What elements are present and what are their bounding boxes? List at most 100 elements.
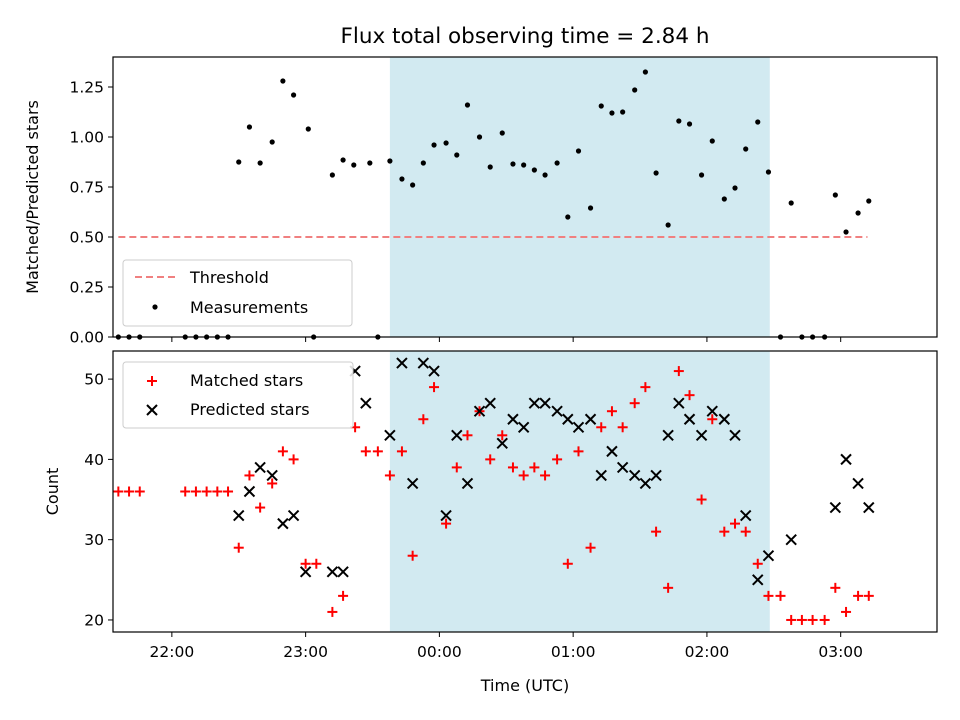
matched-star-point [267,478,278,489]
measurement-point [587,205,594,211]
y-tick-label: 40 [84,451,104,469]
predicted-star-point [461,477,474,490]
matched-star-point [786,614,797,625]
top-y-axis-label: Matched/Predicted stars [23,100,42,294]
x-tick-label: 02:00 [685,643,730,661]
ratio-panel: 0.00 0.25 0.50 0.75 1.00 1.25 Matched/Predict… [23,56,938,347]
matched-star-point [796,614,807,625]
measurement-point [866,198,872,204]
measurements-legend-label: Measurements [190,298,308,317]
matched-star-point [518,470,529,481]
matched-star-point [372,446,383,457]
measurement-point [290,92,297,98]
predicted-star-point [650,469,662,482]
top-legend-frame [122,259,353,327]
predicted-star-point [662,429,674,442]
matched-star-point [596,422,607,433]
measurement-point [609,110,615,116]
predicted-star-point [572,421,585,433]
matched-star-point [497,430,508,441]
measurement-point [709,138,715,144]
matched-star-point [696,494,707,505]
measurement-point [676,118,682,124]
predicted-star-point [628,469,641,482]
matched-star-point [540,470,551,481]
measurement-point [454,152,460,158]
matched-star-point [384,470,395,481]
measurement-point [642,69,648,75]
predicted-star-point [360,397,372,409]
y-tick-label: 0.00 [69,329,104,347]
legend-x-marker [146,404,158,416]
matched-star-point [507,462,518,473]
observing-window-top [389,57,770,337]
predicted-star-point [496,437,508,450]
bottom-x-ticks: 22:00 23:00 00:00 01:00 02:00 03:00 [150,632,863,661]
measurement-point [531,167,537,173]
measurement-point [464,102,471,108]
matched-star-point [763,590,774,601]
x-tick-label: 00:00 [417,643,462,661]
measurement-point [743,146,749,152]
measurement-point [476,134,483,140]
matched-star-point [327,606,338,617]
matched-star-point [300,558,311,569]
measurement-point [620,109,626,115]
matched-star-point [830,582,841,593]
predicted-star-point [299,566,312,578]
top-axes-frame [112,56,938,338]
measurement-point [340,157,346,163]
measurement-point [554,160,560,166]
predicted-star-point [428,365,440,377]
matched-star-point [441,518,452,529]
y-tick-label: 0.25 [69,279,104,297]
matched-star-point [451,462,462,473]
matched-star-point [223,486,234,497]
measurement-point [499,130,505,136]
measurement-point [843,229,849,235]
matched-star-point [485,454,496,465]
predicted-star-point [326,566,339,578]
measurement-point [351,162,357,168]
measurement-point [788,200,794,206]
measurement-point [598,103,604,109]
measurement-point [410,182,416,188]
top-y-ticks: 0.00 0.25 0.50 0.75 1.00 1.25 [69,79,113,347]
predicted-star-point [639,477,652,490]
matched-star-point [407,550,418,561]
predicted-legend-label: Predicted stars [190,400,310,419]
matched-star-point [562,558,573,569]
measurement-point [721,196,727,202]
predicted-legend-swatch [146,404,158,416]
bottom-axes-frame [112,350,938,633]
y-tick-label: 1.25 [69,79,104,97]
threshold-legend-label: Threshold [189,268,269,287]
matched-star-point [212,486,223,497]
matched-star-point [360,446,371,457]
measurement-point [443,140,449,146]
matched-star-point [807,614,818,625]
matched-star-point [277,446,288,457]
predicted-star-point [484,397,496,409]
matched-star-point [552,454,563,465]
matched-star-point [113,486,124,497]
y-tick-label: 50 [84,371,104,389]
matched-star-point [629,398,640,409]
matched-star-point [233,542,244,553]
predicted-star-point [277,517,289,530]
legend-plus-marker [147,376,157,386]
matched-star-point [663,582,674,593]
measurement-point [653,170,659,176]
predicted-star-point [528,397,541,409]
measurement-point [521,162,527,168]
predicted-star-point [266,469,278,482]
measurement-point [575,148,582,154]
predicted-star-point [417,357,430,369]
predicted-star-point [785,533,797,546]
predicted-star-point [852,477,864,490]
predicted-star-point [752,574,764,586]
y-tick-label: 30 [84,531,104,549]
matched-star-point [529,462,540,473]
predicted-star-point [337,566,349,578]
predicted-star-point [762,550,775,562]
